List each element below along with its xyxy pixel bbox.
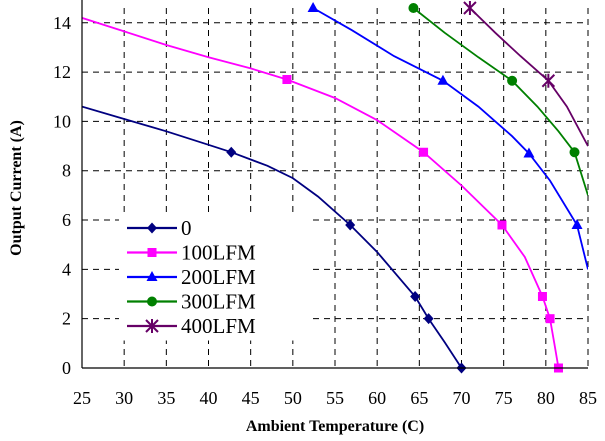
series-4 [463,1,588,147]
grid [82,8,589,368]
legend-item: 100LFM [127,241,256,265]
series-4-point [541,73,556,88]
y-tick-label: 0 [62,358,71,378]
legend-marker [145,319,159,333]
x-tick-label: 50 [284,388,302,408]
x-tick-label: 35 [157,388,175,408]
series-2-line [312,7,588,270]
y-tick-label: 4 [62,259,71,279]
legend-marker [147,296,157,307]
x-tick-label: 70 [453,388,471,408]
axes [81,0,588,369]
legend-label: 400LFM [181,314,256,338]
series-0-line [82,105,463,369]
y-tick-label: 2 [62,309,71,329]
x-tick-label: 80 [537,388,555,408]
series-1-line [82,17,560,369]
y-axis-title: Output Current (A) [8,120,25,256]
series-0-point [410,290,421,302]
series-3-point [569,147,580,158]
x-tick-label: 65 [410,388,428,408]
x-tick-label: 85 [579,388,597,408]
legend-item: 200LFM [127,265,256,289]
legend-item: 300LFM [127,290,256,314]
legend-label: 200LFM [181,265,256,289]
x-tick-label: 60 [368,388,386,408]
series-4-point [463,1,477,15]
legend-label: 100LFM [181,241,256,265]
x-tick-label: 75 [495,388,513,408]
series-1-point [537,291,547,301]
x-tick-label: 45 [242,388,260,408]
x-tick-label: 40 [200,388,218,408]
legend-item: 0 [127,216,192,240]
series-0-point [423,313,434,325]
y-tick-label: 12 [53,62,71,82]
series-0-point [345,219,356,231]
legend-marker [147,222,157,234]
series-3 [408,3,588,196]
x-tick-label: 55 [326,388,344,408]
legend-label: 300LFM [181,290,256,314]
series-1-point [497,220,507,230]
series-1-point [282,75,292,85]
x-tick-label: 30 [115,388,133,408]
series-0-point [226,146,237,158]
legend-marker [146,271,158,281]
series-1-point [419,147,429,157]
y-tick-label: 8 [62,161,71,181]
legend-label: 0 [181,216,192,240]
series-4-line [469,7,588,147]
series-3-point [408,3,419,13]
y-tick-label: 10 [53,111,71,131]
series-2-point [523,147,535,158]
series-2-point [437,74,449,85]
series-3-point [507,75,518,86]
legend-marker [147,248,157,257]
legend-item: 400LFM [127,314,256,338]
series-1-point [545,314,555,324]
series-2 [307,2,588,270]
series-2-point [307,2,319,12]
y-tick-label: 14 [53,13,71,33]
x-tick-label: 25 [73,388,91,408]
x-axis-title: Ambient Temperature (C) [246,418,424,435]
tick-labels: 25 30 35 40 45 50 55 60 65 70 75 80 85 0 2 4 6 8 10 12 14 [53,13,597,408]
series-2-point [571,218,583,229]
y-tick-label: 6 [62,210,71,230]
